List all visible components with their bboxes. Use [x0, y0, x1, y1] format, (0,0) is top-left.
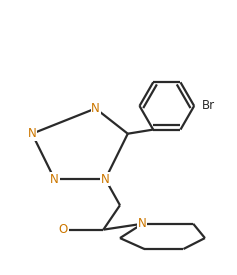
Text: O: O: [59, 223, 68, 236]
Text: N: N: [28, 127, 36, 140]
Text: Br: Br: [202, 100, 215, 112]
Text: N: N: [50, 173, 59, 186]
Text: N: N: [101, 173, 110, 186]
Text: N: N: [138, 217, 147, 230]
Text: N: N: [91, 102, 100, 115]
